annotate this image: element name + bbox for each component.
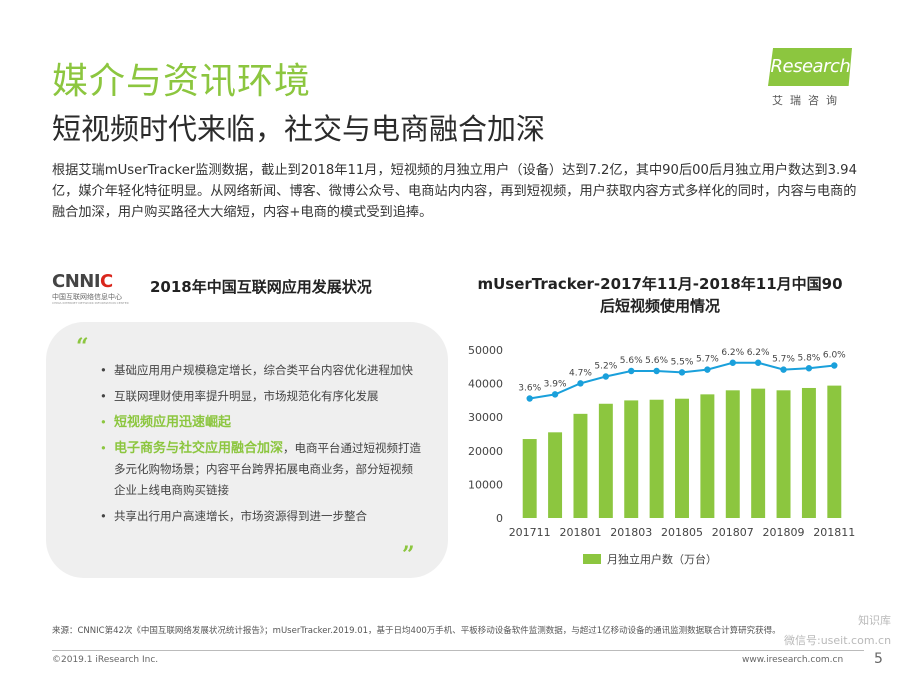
- data-label: 5.8%: [797, 353, 820, 363]
- logo-cn-text: 艾瑞咨询: [772, 94, 844, 107]
- data-label: 5.6%: [620, 356, 643, 366]
- bullet-item: 互联网理财使用率提升明显，市场规范化有序化发展: [92, 386, 422, 407]
- logo-green-shape: [768, 48, 852, 86]
- cnnic-logo-word: CNNIC: [52, 271, 113, 292]
- y-tick-label: 30000: [468, 411, 503, 424]
- bar: [827, 385, 842, 518]
- page-subtitle: 短视频时代来临，社交与电商融合加深: [52, 112, 546, 146]
- intro-paragraph: 根据艾瑞mUserTracker监测数据，截止到2018年11月，短视频的月独立…: [52, 163, 857, 220]
- chart-title: mUserTracker-2017年11月-2018年11月中国90后短视频使用…: [477, 275, 843, 315]
- bar: [573, 413, 588, 518]
- bar: [522, 439, 537, 518]
- page-title: 媒介与资讯环境: [52, 61, 312, 102]
- left-panel-title: 2018年中国互联网应用发展状况: [150, 278, 372, 296]
- data-label: 5.7%: [696, 355, 719, 365]
- legend-swatch: [583, 554, 601, 564]
- data-label: 6.2%: [721, 348, 744, 358]
- legend-label: 月独立用户数（万台）: [607, 552, 717, 566]
- line-point: [831, 362, 838, 369]
- cnnic-logo-cn: 中国互联网络信息中心: [52, 293, 122, 301]
- watermark-line1: 知识库: [858, 614, 892, 627]
- data-label: 5.2%: [594, 362, 617, 372]
- footer-divider: [52, 650, 864, 651]
- y-tick-label: 50000: [468, 344, 503, 357]
- data-label: 6.2%: [747, 348, 770, 358]
- y-tick-label: 40000: [468, 378, 503, 391]
- bullet-item: 短视频应用迅速崛起: [92, 412, 422, 433]
- line-point: [678, 369, 686, 376]
- bullet-text: 共享出行用户高速增长，市场资源得到进一步整合: [114, 509, 367, 523]
- x-tick-label: 201711: [509, 526, 551, 539]
- watermark-line2: 微信号:useit.com.cn: [784, 634, 892, 647]
- line-point: [526, 395, 533, 402]
- y-tick-label: 0: [496, 512, 503, 525]
- bullet-item: 基础应用用户规模稳定增长，综合类平台内容优化进程加快: [92, 360, 422, 381]
- y-tick-label: 10000: [468, 478, 503, 491]
- bullet-item: 电子商务与社交应用融合加深，电商平台通过短视频打造多元化购物场景；内容平台跨界拓…: [92, 438, 422, 501]
- line-point: [653, 367, 660, 375]
- footer-source: 来源：CNNIC第42次《中国互联网络发展状况统计报告》；mUserTracke…: [52, 626, 781, 636]
- x-tick-label: 201801: [559, 526, 601, 539]
- bar: [725, 390, 740, 518]
- data-label: 5.7%: [772, 355, 795, 365]
- cnnic-logo: CNNIC 中国互联网络信息中心 CHINA INTERNET NETWORK …: [52, 271, 129, 307]
- data-label: 6.0%: [823, 351, 846, 361]
- bar: [548, 432, 563, 518]
- line-point: [805, 365, 813, 372]
- y-tick-label: 20000: [468, 445, 503, 458]
- iresearch-logo: iResearch 艾瑞咨询: [752, 48, 852, 110]
- bar: [801, 387, 816, 518]
- bullet-text: ，电商平台通过短视频打造多元化购物场景；内容平台跨界拓展电商业务，部分短视频企业…: [114, 441, 422, 497]
- chart: 0 10000 20000 30000 40000 50000 201711 201801 20…: [468, 344, 855, 566]
- data-label: 5.5%: [671, 357, 694, 367]
- line-point: [602, 373, 610, 380]
- data-label: 3.9%: [544, 379, 567, 389]
- close-quote-icon: ”: [402, 542, 415, 568]
- site-url: www.iresearch.com.cn: [742, 655, 844, 665]
- bar: [776, 390, 791, 518]
- x-tick-label: 201805: [661, 526, 703, 539]
- line-point: [577, 380, 584, 387]
- line-point: [704, 366, 711, 373]
- x-tick-label: 201803: [610, 526, 652, 539]
- x-tick-label: 201811: [813, 526, 855, 539]
- copyright: ©2019.1 iResearch Inc.: [52, 655, 159, 665]
- watermark: 知识库 微信号:useit.com.cn: [784, 611, 891, 651]
- cnnic-logo-word-main: CNNI: [52, 271, 101, 292]
- line-point: [754, 359, 762, 366]
- data-label: 5.6%: [645, 356, 668, 366]
- bullet-highlight: 短视频应用迅速崛起: [114, 415, 232, 430]
- bullet-text: 基础应用用户规模稳定增长，综合类平台内容优化进程加快: [114, 363, 413, 377]
- line-point: [628, 367, 635, 375]
- open-quote-icon: “: [76, 334, 89, 360]
- data-label: 4.7%: [569, 368, 592, 378]
- line-point: [729, 359, 736, 366]
- bar: [675, 398, 689, 518]
- x-tick-label: 201809: [763, 526, 805, 539]
- bullet-text: 互联网理财使用率提升明显，市场规范化有序化发展: [114, 389, 379, 403]
- bullet-highlight: 电子商务与社交应用融合加深: [114, 441, 284, 456]
- page-number: 5: [874, 651, 883, 667]
- logo-text: iResearch: [766, 56, 851, 77]
- line-point: [780, 366, 787, 373]
- bar: [700, 394, 715, 518]
- bullet-list: 基础应用用户规模稳定增长，综合类平台内容优化进程加快互联网理财使用率提升明显，市…: [92, 360, 422, 532]
- bar: [649, 399, 664, 518]
- cnnic-logo-en: CHINA INTERNET NETWORK INFORMATION CENTE…: [52, 301, 129, 305]
- bar: [598, 403, 613, 518]
- x-tick-label: 201807: [712, 526, 754, 539]
- data-label: 3.6%: [518, 384, 541, 394]
- cnnic-logo-word-accent: C: [100, 271, 113, 292]
- line-point: [551, 391, 559, 398]
- bar: [751, 388, 766, 518]
- bullet-item: 共享出行用户高速增长，市场资源得到进一步整合: [92, 506, 422, 527]
- bar: [624, 400, 639, 518]
